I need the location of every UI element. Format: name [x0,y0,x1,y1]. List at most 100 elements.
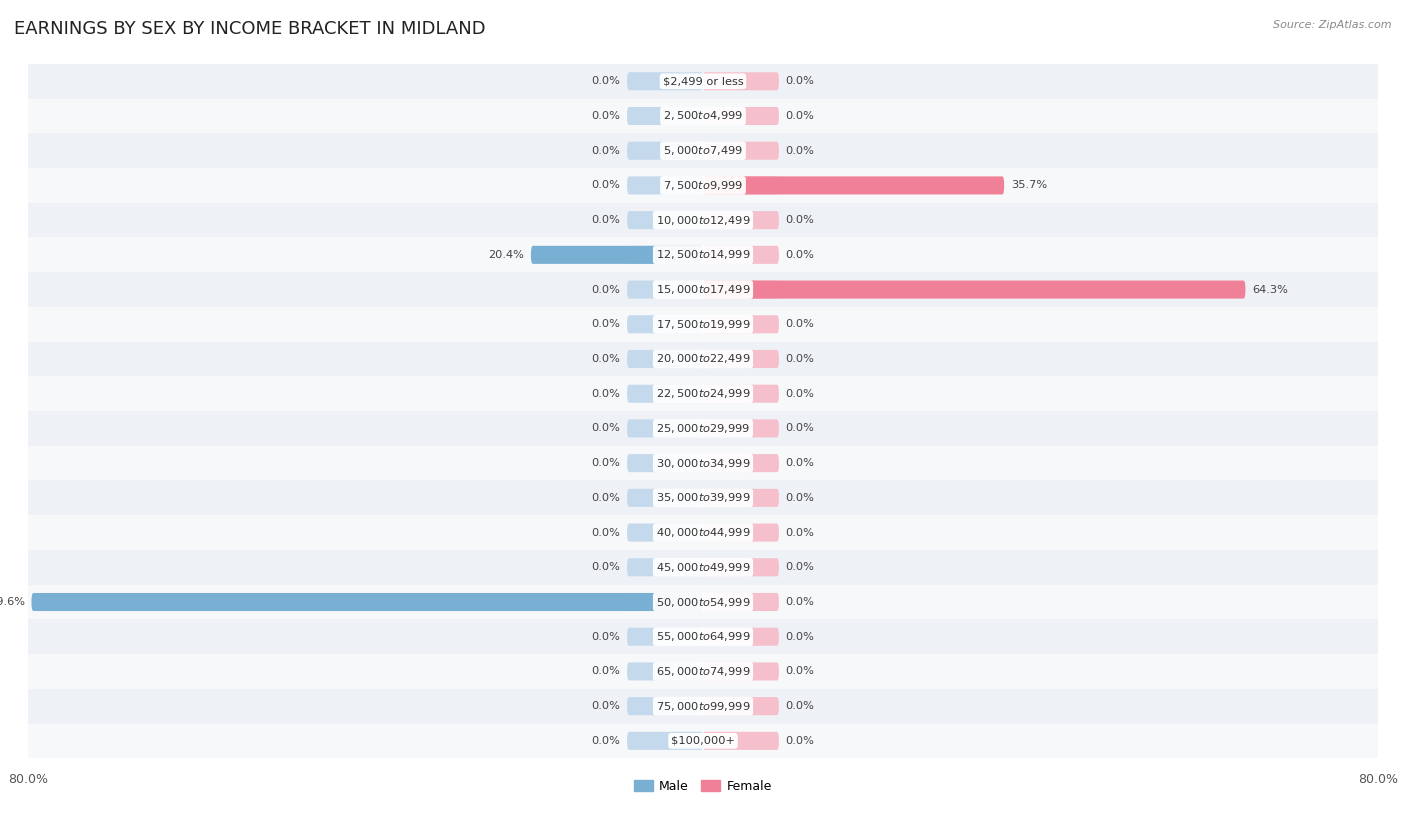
FancyBboxPatch shape [703,385,779,403]
Text: $50,000 to $54,999: $50,000 to $54,999 [655,596,751,609]
Text: 0.0%: 0.0% [592,354,620,364]
Bar [28,515,1378,550]
FancyBboxPatch shape [703,211,779,230]
FancyBboxPatch shape [627,732,703,750]
Text: 0.0%: 0.0% [786,423,814,433]
Text: 0.0%: 0.0% [786,215,814,225]
FancyBboxPatch shape [627,107,703,125]
Bar [28,238,1378,272]
Text: $12,500 to $14,999: $12,500 to $14,999 [655,248,751,261]
FancyBboxPatch shape [703,107,779,125]
Text: 0.0%: 0.0% [592,423,620,433]
Text: 0.0%: 0.0% [592,111,620,121]
Text: 64.3%: 64.3% [1253,285,1288,295]
Bar [28,584,1378,619]
FancyBboxPatch shape [627,489,703,507]
Text: $25,000 to $29,999: $25,000 to $29,999 [655,422,751,435]
Legend: Male, Female: Male, Female [630,775,776,798]
FancyBboxPatch shape [703,558,779,576]
Text: 0.0%: 0.0% [592,181,620,190]
Text: $20,000 to $22,499: $20,000 to $22,499 [655,352,751,365]
Text: 0.0%: 0.0% [592,319,620,330]
Bar [28,307,1378,342]
Text: 0.0%: 0.0% [592,285,620,295]
Text: $75,000 to $99,999: $75,000 to $99,999 [655,700,751,712]
Text: $40,000 to $44,999: $40,000 to $44,999 [655,526,751,539]
Text: 0.0%: 0.0% [592,215,620,225]
Text: 0.0%: 0.0% [786,562,814,572]
Text: $30,000 to $34,999: $30,000 to $34,999 [655,457,751,470]
Text: 0.0%: 0.0% [592,632,620,641]
FancyBboxPatch shape [627,315,703,333]
FancyBboxPatch shape [703,246,779,264]
Text: 0.0%: 0.0% [786,736,814,746]
Text: 0.0%: 0.0% [786,701,814,711]
Text: $17,500 to $19,999: $17,500 to $19,999 [655,317,751,330]
Bar [28,724,1378,758]
Bar [28,411,1378,446]
Text: 0.0%: 0.0% [592,77,620,86]
Text: Source: ZipAtlas.com: Source: ZipAtlas.com [1274,20,1392,30]
FancyBboxPatch shape [627,419,703,437]
Bar [28,64,1378,98]
Bar [28,619,1378,654]
FancyBboxPatch shape [703,523,779,541]
Text: 35.7%: 35.7% [1011,181,1047,190]
Bar [28,550,1378,584]
Text: 0.0%: 0.0% [786,354,814,364]
FancyBboxPatch shape [627,697,703,716]
FancyBboxPatch shape [703,281,1246,299]
Bar [28,133,1378,168]
FancyBboxPatch shape [627,72,703,90]
FancyBboxPatch shape [703,593,779,611]
FancyBboxPatch shape [703,489,779,507]
Text: $100,000+: $100,000+ [671,736,735,746]
Text: 0.0%: 0.0% [786,111,814,121]
FancyBboxPatch shape [627,663,703,681]
Text: 0.0%: 0.0% [786,250,814,260]
FancyBboxPatch shape [627,593,703,611]
Text: 0.0%: 0.0% [786,632,814,641]
Text: 0.0%: 0.0% [786,667,814,676]
FancyBboxPatch shape [703,350,779,368]
Text: 0.0%: 0.0% [592,146,620,155]
Bar [28,203,1378,238]
Text: $55,000 to $64,999: $55,000 to $64,999 [655,630,751,643]
Text: $2,500 to $4,999: $2,500 to $4,999 [664,110,742,122]
Text: 0.0%: 0.0% [786,527,814,537]
Text: 0.0%: 0.0% [592,492,620,503]
Text: EARNINGS BY SEX BY INCOME BRACKET IN MIDLAND: EARNINGS BY SEX BY INCOME BRACKET IN MID… [14,20,485,38]
Text: $35,000 to $39,999: $35,000 to $39,999 [655,492,751,505]
FancyBboxPatch shape [627,350,703,368]
Bar [28,446,1378,480]
FancyBboxPatch shape [703,419,779,437]
Text: 0.0%: 0.0% [592,667,620,676]
FancyBboxPatch shape [703,732,779,750]
Bar [28,168,1378,203]
Text: 0.0%: 0.0% [786,597,814,607]
Text: 0.0%: 0.0% [786,492,814,503]
Text: $5,000 to $7,499: $5,000 to $7,499 [664,144,742,157]
Text: 79.6%: 79.6% [0,597,25,607]
FancyBboxPatch shape [703,663,779,681]
Text: $65,000 to $74,999: $65,000 to $74,999 [655,665,751,678]
Text: $7,500 to $9,999: $7,500 to $9,999 [664,179,742,192]
Text: $10,000 to $12,499: $10,000 to $12,499 [655,213,751,226]
FancyBboxPatch shape [627,211,703,230]
Bar [28,376,1378,411]
Text: 0.0%: 0.0% [786,389,814,399]
FancyBboxPatch shape [627,142,703,160]
FancyBboxPatch shape [627,281,703,299]
FancyBboxPatch shape [703,315,779,333]
FancyBboxPatch shape [703,628,779,646]
FancyBboxPatch shape [627,523,703,541]
FancyBboxPatch shape [627,628,703,646]
Text: $15,000 to $17,499: $15,000 to $17,499 [655,283,751,296]
Bar [28,98,1378,133]
Text: $22,500 to $24,999: $22,500 to $24,999 [655,387,751,400]
FancyBboxPatch shape [627,385,703,403]
FancyBboxPatch shape [627,246,703,264]
Bar [28,654,1378,689]
FancyBboxPatch shape [627,177,703,195]
Text: 0.0%: 0.0% [786,77,814,86]
